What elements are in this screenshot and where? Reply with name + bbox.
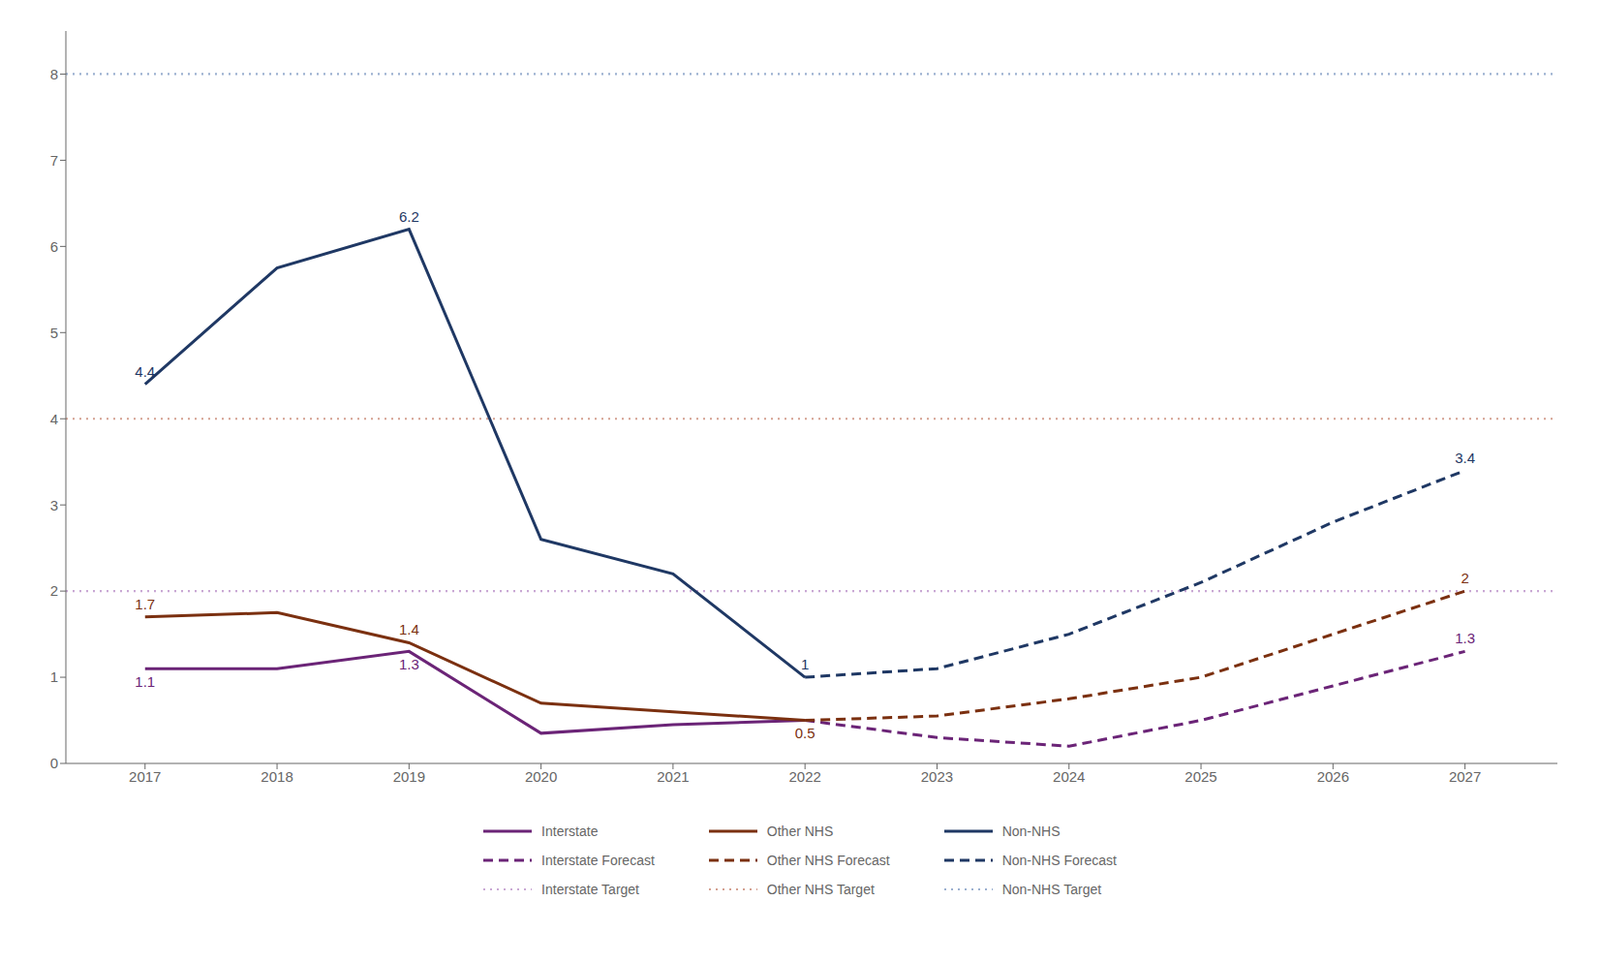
svg-text:0.5: 0.5: [795, 724, 816, 741]
svg-text:2027: 2027: [1448, 768, 1481, 785]
svg-text:0: 0: [50, 754, 59, 771]
html-text:Non-NHS Forecast: Non-NHS Forecast: [1002, 852, 1117, 868]
svg-text:2018: 2018: [260, 768, 293, 785]
html-text:Non-NHS: Non-NHS: [1002, 823, 1061, 839]
svg-text:7: 7: [50, 152, 59, 169]
svg-text:2023: 2023: [921, 768, 954, 785]
html-text:Other NHS Forecast: Other NHS Forecast: [766, 852, 890, 868]
svg-text:2020: 2020: [524, 768, 557, 785]
svg-text:1: 1: [50, 668, 59, 685]
svg-text:2024: 2024: [1052, 768, 1085, 785]
svg-text:2: 2: [1460, 569, 1469, 586]
svg-text:2026: 2026: [1317, 768, 1350, 785]
html-text:Other NHS: Other NHS: [766, 823, 834, 839]
svg-text:1.3: 1.3: [399, 655, 420, 673]
svg-text:2017: 2017: [128, 768, 161, 785]
svg-text:4.4: 4.4: [134, 363, 155, 380]
svg-text:3: 3: [50, 496, 59, 514]
svg-text:1.4: 1.4: [399, 620, 420, 638]
svg-text:1: 1: [800, 655, 809, 673]
svg-text:3.4: 3.4: [1454, 449, 1476, 466]
svg-text:1.7: 1.7: [134, 595, 155, 613]
html-text:Interstate Forecast: Interstate Forecast: [541, 852, 655, 868]
html-text:Interstate Target: Interstate Target: [541, 881, 640, 897]
svg-text:2021: 2021: [656, 768, 689, 785]
svg-text:2025: 2025: [1184, 768, 1217, 785]
html-text:Non-NHS Target: Non-NHS Target: [1002, 881, 1102, 897]
svg-text:2022: 2022: [788, 768, 821, 785]
html-text:Other NHS Target: Other NHS Target: [766, 881, 875, 897]
html-text:Interstate: Interstate: [541, 823, 599, 839]
svg-text:5: 5: [50, 324, 59, 341]
svg-text:1.1: 1.1: [134, 673, 155, 690]
svg-text:6.2: 6.2: [399, 208, 420, 225]
svg-text:1.3: 1.3: [1454, 629, 1476, 647]
svg-text:4: 4: [50, 410, 59, 428]
svg-text:2019: 2019: [393, 768, 426, 785]
svg-text:8: 8: [50, 65, 59, 83]
svg-text:6: 6: [50, 238, 59, 255]
svg-text:2: 2: [50, 582, 59, 599]
